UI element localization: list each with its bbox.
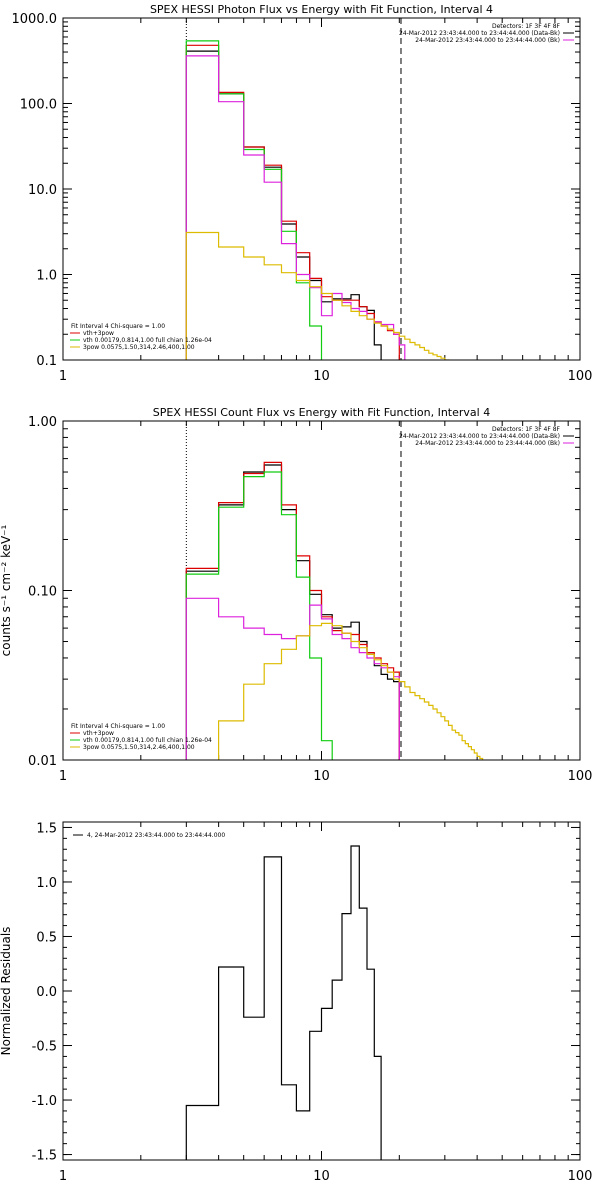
plot-panel-1: SPEX HESSI Photon Flux vs Energy with Fi… (12, 3, 593, 384)
x-tick-label: 100 (568, 369, 593, 384)
series-line-green (185, 40, 323, 360)
series-group (185, 421, 484, 760)
y-tick-label: 10.0 (28, 183, 57, 198)
legend-text: 24-Mar-2012 23:43:44.000 to 23:44:44.000… (399, 30, 560, 37)
y-tick-label: 1.0 (36, 876, 57, 891)
x-tick-label: 1 (59, 769, 67, 784)
y-tick-label: -1.5 (32, 1149, 57, 1164)
y-tick-label: 1.5 (36, 821, 57, 836)
legend-text: vth 0.00179,0.814,1.00 full chian 1.26e-… (83, 737, 212, 744)
x-tick-label: 10 (313, 769, 330, 784)
y-tick-label: 100.0 (20, 98, 57, 113)
series-line-red (185, 461, 400, 760)
legend-text: Detectors: 1F 3F 4F 8F (492, 426, 561, 433)
plot-title: SPEX HESSI Photon Flux vs Energy with Fi… (150, 3, 493, 16)
plot-frame (62, 17, 581, 361)
x-tick-label: 100 (568, 769, 593, 784)
y-tick-label: 1000.0 (12, 12, 58, 27)
y-tick-label: 1.0 (36, 269, 57, 284)
legend-text: Fit Interval 4 Chi-square = 1.00 (71, 723, 165, 730)
series-line-black (185, 464, 400, 760)
series-line-black (185, 845, 382, 1160)
y-axis-label: Normalized Residuals (0, 927, 13, 1056)
y-tick-label: -1.0 (32, 1094, 57, 1109)
series-line-magenta (185, 55, 406, 360)
series-line-yellow (218, 622, 484, 760)
y-tick-label: -0.5 (32, 1040, 57, 1055)
plot-panel-3: Normalized Residuals 1 10 100 -1.5 -1.0 -0.5 0.… (0, 821, 593, 1184)
legend-text: 24-Mar-2012 23:43:44.000 to 23:44:44.000… (415, 37, 560, 44)
y-tick-label: 0.10 (28, 585, 57, 600)
legend-text: vth 0.00179,0.814,1.00 full chian 1.26e-… (83, 337, 212, 344)
legend-text: 3pow 0.0575,1.50,314,2.46,400,1.00 (83, 344, 195, 351)
legend-text: 24-Mar-2012 23:43:44.000 to 23:44:44.000… (415, 440, 560, 447)
legend-text: vth+3pow (83, 730, 114, 737)
plot-frame (62, 821, 581, 1161)
y-tick-label: 1.00 (28, 415, 57, 430)
series-group (185, 18, 450, 360)
x-tick-label: 10 (313, 369, 330, 384)
series-line-black (185, 50, 382, 360)
series-group (185, 845, 382, 1160)
legend-text: Detectors: 1F 3F 4F 8F (492, 23, 561, 30)
series-line-green (185, 471, 333, 760)
x-tick-label: 10 (313, 1169, 330, 1184)
x-tick-label: 1 (59, 1169, 67, 1184)
plot-panel-2: SPEX HESSI Count Flux vs Energy with Fit… (0, 406, 593, 784)
x-tick-label: 100 (568, 1169, 593, 1184)
legend-text: 24-Mar-2012 23:43:44.000 to 23:44:44.000… (399, 433, 560, 440)
x-tick-label: 1 (59, 369, 67, 384)
y-tick-label: 0.0 (36, 985, 57, 1000)
series-line-magenta (185, 597, 400, 760)
y-tick-label: 0.5 (36, 930, 57, 945)
y-tick-label: 0.01 (28, 754, 57, 769)
plot-title: SPEX HESSI Count Flux vs Energy with Fit… (153, 406, 490, 419)
series-line-yellow (185, 231, 450, 360)
legend-text: vth+3pow (83, 330, 114, 337)
y-tick-label: 0.1 (36, 354, 57, 369)
legend-text: 4, 24-Mar-2012 23:43:44.000 to 23:44:44.… (87, 832, 225, 839)
legend-text: Fit Interval 4 Chi-square = 1.00 (71, 323, 165, 330)
plot-frame (62, 420, 581, 761)
y-axis-label: counts s⁻¹ cm⁻² keV⁻¹ (0, 524, 13, 656)
legend-text: 3pow 0.0575,1.50,314,2.46,400,1.00 (83, 744, 195, 751)
